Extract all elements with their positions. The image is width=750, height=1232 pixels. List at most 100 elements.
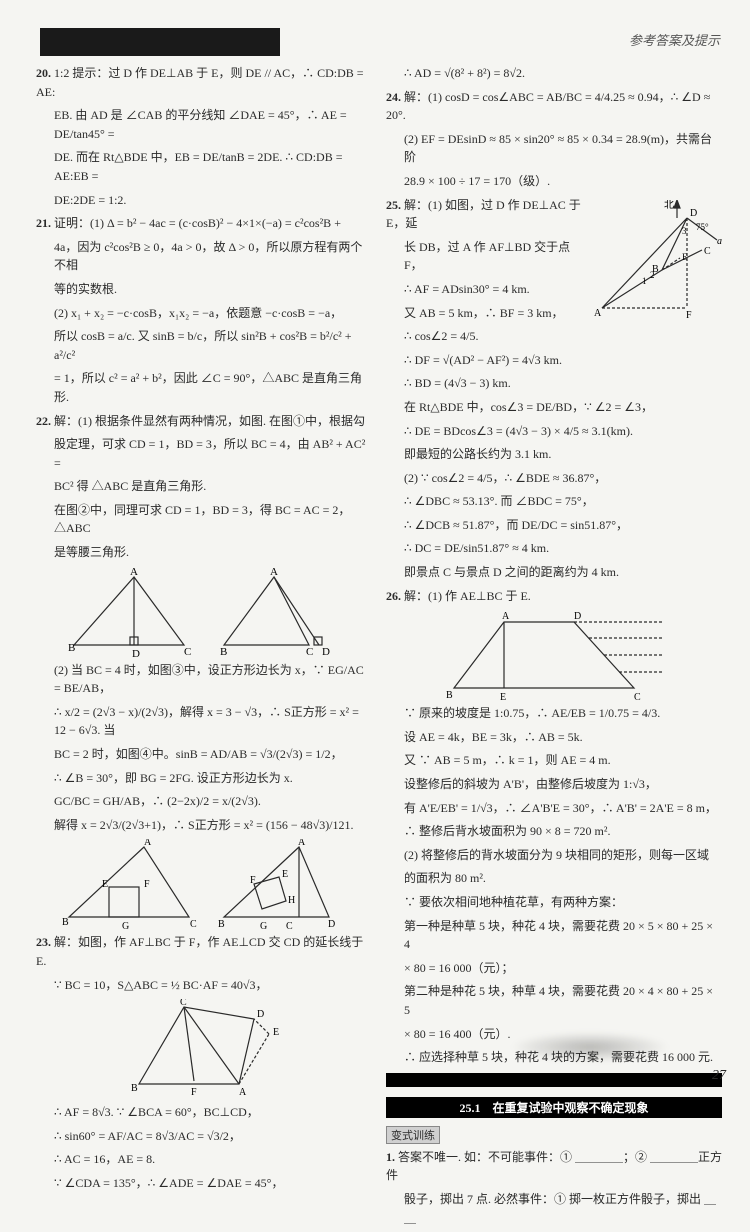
t4-G: G: [260, 921, 267, 929]
q23-E: E: [273, 1027, 279, 1038]
q25-A: A: [594, 308, 602, 319]
q21-l1: 证明：(1) Δ = b² − 4ac = (c·cosB)² − 4×1×(−…: [54, 216, 341, 230]
q23-Av: A: [239, 1087, 247, 1098]
q26-l13: 第二种是种花 5 块，种草 4 块，需要花费 20 × 4 × 80 + 25 …: [386, 982, 722, 1019]
q22-p2d: ∴ ∠B = 30°，即 BG = 2FG. 设正方形边长为 x.: [36, 769, 372, 788]
divider-strip: [386, 1073, 722, 1087]
q21: 21. 证明：(1) Δ = b² − 4ac = (c·cosB)² − 4×…: [36, 214, 372, 233]
q21-num: 21.: [36, 216, 51, 230]
q20-l1: 1:2 提示：过 D 作 DE⊥AB 于 E，则 DE // AC，∴ CD:D…: [36, 66, 364, 99]
header-breadcrumb: 参考答案及提示: [629, 30, 720, 49]
section-title: 25.1 在重复试验中观察不确定现象: [386, 1097, 722, 1118]
q20: 20. 1:2 提示：过 D 作 DE⊥AB 于 E，则 DE // AC，∴ …: [36, 64, 372, 101]
train1-l1: 答案不唯一. 如：不可能事件：① ＿＿＿＿；② ＿＿＿＿正方件: [386, 1150, 722, 1183]
q26-l8: (2) 将整修后的背水坡面分为 9 块相同的矩形，则每一区域: [386, 846, 722, 865]
q23-num: 23.: [36, 935, 51, 949]
t4-F: F: [250, 875, 256, 886]
train1: 1. 答案不唯一. 如：不可能事件：① ＿＿＿＿；② ＿＿＿＿正方件: [386, 1148, 722, 1185]
q25-2: 2: [650, 270, 655, 280]
q26: 26. 解：(1) 作 AE⊥BC 于 E.: [386, 587, 722, 606]
t2-A: A: [270, 567, 278, 578]
t2-C: C: [306, 646, 313, 657]
q25-l5: ∴ cos∠2 = 4/5.: [386, 327, 586, 346]
q21-l2: 4a，因为 c²cos²B ≥ 0，4a > 0，故 Δ > 0，所以原方程有两…: [36, 238, 372, 275]
train1-num: 1.: [386, 1150, 395, 1164]
t1-D: D: [132, 648, 140, 657]
q22-l2: 股定理，可求 CD = 1，BD = 3，所以 BC = 4，由 AB² + A…: [36, 435, 372, 472]
q26-l4: 又 ∵ AB = 5 m，∴ k = 1，则 AE = 4 m.: [386, 751, 722, 770]
q25-fig: 北 D 75° a B C E A F 1 2 3: [592, 200, 722, 320]
t4-A: A: [298, 839, 306, 848]
t3-Bv: B: [62, 917, 69, 928]
q22-fig3-4: A E F B G C ③ A F E H B G C D ④: [54, 839, 354, 929]
q26-l6: 有 A'E/EB' = 1/√3，∴ ∠A'B'E = 30°，∴ A'B' =…: [386, 799, 722, 818]
t1-B: B: [68, 642, 75, 654]
q26-l11: 第一种是种草 5 块，种花 4 块，需要花费 20 × 5 × 80 + 25 …: [386, 917, 722, 954]
q23-D: D: [257, 1009, 264, 1020]
q22-p2a: (2) 当 BC = 4 时，如图③中，设正方形边长为 x，∵ EG/AC = …: [36, 661, 372, 698]
t4-D: D: [328, 919, 335, 929]
q26-D: D: [574, 611, 581, 622]
q23: 23. 解：如图，作 AF⊥BC 于 F，作 AE⊥CD 交 CD 的延长线于 …: [36, 933, 372, 970]
t1-A: A: [130, 567, 138, 578]
t4-B: B: [218, 919, 225, 929]
t2-B: B: [220, 646, 227, 657]
q24-l1: 解：(1) cosD = cos∠ABC = AB/BC = 4/4.25 ≈ …: [386, 90, 710, 123]
q26-l5: 设整修后的斜坡为 A'B'，由整修后坡度为 1:√3，: [386, 775, 722, 794]
q26-l7: ∴ 整修后背水坡面积为 90 × 8 = 720 m².: [386, 822, 722, 841]
q20-l2: EB. 由 AD 是 ∠CAB 的平分线知 ∠DAE = 45°，∴ AE = …: [36, 106, 372, 143]
train1-l2: 骰子，掷出 7 点. 必然事件：① 掷一枚正方件骰子，掷出 ＿＿: [386, 1190, 722, 1227]
q21-l6: = 1，所以 c² = a² + b²，因此 ∠C = 90°，△ABC 是直角…: [36, 369, 372, 406]
q20-num: 20.: [36, 66, 51, 80]
q25-l7: ∴ BD = (4√3 − 3) km.: [386, 374, 722, 393]
q25-l2: 长 DB，过 A 作 AF⊥BD 交于点 F，: [386, 238, 586, 275]
t3-G: G: [122, 921, 129, 929]
q23-B: B: [131, 1083, 138, 1094]
q25-l1: 解：(1) 如图，过 D 作 DE⊥AC 于 E，延: [386, 198, 581, 231]
q26-l12: × 80 = 16 000（元）；: [386, 959, 722, 978]
q25-3: 3: [682, 226, 687, 236]
q23-F: F: [191, 1087, 197, 1098]
q26-l9: 的面积为 80 m².: [386, 869, 722, 888]
t4-E: E: [282, 869, 288, 880]
t4-H: H: [288, 895, 295, 906]
left-column: 20. 1:2 提示：过 D 作 DE⊥AB 于 E，则 DE // AC，∴ …: [36, 64, 372, 1232]
q26-E: E: [500, 692, 506, 700]
q21-l4: (2) x₁ + x₂ = −c·cosB，x₁x₂ = −a，依题意 −c·c…: [36, 304, 372, 323]
q23-l1: 解：如图，作 AF⊥BC 于 F，作 AE⊥CD 交 CD 的延长线于 E.: [36, 935, 363, 968]
q22: 22. 解：(1) 根据条件显然有两种情况，如图. 在图①中，根据勾: [36, 412, 372, 431]
q26-num: 26.: [386, 589, 401, 603]
t2-D: D: [322, 646, 330, 657]
q25-1: 1: [642, 276, 647, 286]
q25-l11: (2) ∵ cos∠2 = 4/5，∴ ∠BDE ≈ 36.87°，: [386, 469, 722, 488]
q26-B: B: [446, 690, 453, 700]
q25: 25. 解：(1) 如图，过 D 作 DE⊥AC 于 E，延: [386, 196, 586, 233]
q24: 24. 解：(1) cosD = cos∠ABC = AB/BC = 4/4.2…: [386, 88, 722, 125]
q22-p2f: 解得 x = 2√3/(2√3+1)，∴ S正方形 = x² = (156 − …: [36, 816, 372, 835]
t3-A: A: [144, 839, 152, 848]
q25-l6: ∴ DF = √(AD² − AF²) = 4√3 km.: [386, 351, 722, 370]
t3-E: E: [102, 879, 108, 890]
q23-fig: C D E B F A: [109, 999, 299, 1099]
q22-p2c: BC = 2 时，如图④中。sinB = AD/AB = √3/(2√3) = …: [36, 745, 372, 764]
q20-l3: DE. 而在 Rt△BDE 中，EB = DE/tanB = 2DE. ∴ CD…: [36, 148, 372, 185]
q25-C: C: [704, 246, 711, 257]
q26-l3: 设 AE = 4k，BE = 3k，∴ AB = 5k.: [386, 728, 722, 747]
q23-l4: ∴ sin60° = AF/AC = 8√3/AC = √3/2，: [36, 1127, 372, 1146]
q24-num: 24.: [386, 90, 401, 104]
q26-A: A: [502, 611, 510, 622]
q24-l2: (2) EF = DEsinD ≈ 85 × sin20° ≈ 85 × 0.3…: [386, 130, 722, 167]
q26-l2: ∵ 原来的坡度是 1:0.75，∴ AE/EB = 1/0.75 = 4/3.: [386, 704, 722, 723]
q26-fig: A D B E C: [424, 610, 684, 700]
q26-l1: 解：(1) 作 AE⊥BC 于 E.: [404, 589, 531, 603]
q25-l15: 即景点 C 与景点 D 之间的距离约为 4 km.: [386, 563, 722, 582]
q22-p2e: GC/BC = GH/AB，∴ (2−2x)/2 = x/(2√3).: [36, 792, 372, 811]
page-number: 27: [712, 1068, 726, 1084]
q25-l9: ∴ DE = BDcos∠3 = (4√3 − 3) × 4/5 ≈ 3.1(k…: [386, 422, 722, 441]
header-black-bar: [40, 28, 280, 56]
t1-C: C: [184, 646, 191, 657]
q22-fig1-2: A B D C ① A B C D ②: [54, 567, 354, 657]
q25-l13: ∴ ∠DCB ≈ 51.87°，而 DE/DC = sin51.87°，: [386, 516, 722, 535]
variant-tag: 变式训练: [386, 1126, 440, 1144]
q22-l4: 在图②中，同理可求 CD = 1，BD = 3，得 BC = AC = 2，△A…: [36, 501, 372, 538]
